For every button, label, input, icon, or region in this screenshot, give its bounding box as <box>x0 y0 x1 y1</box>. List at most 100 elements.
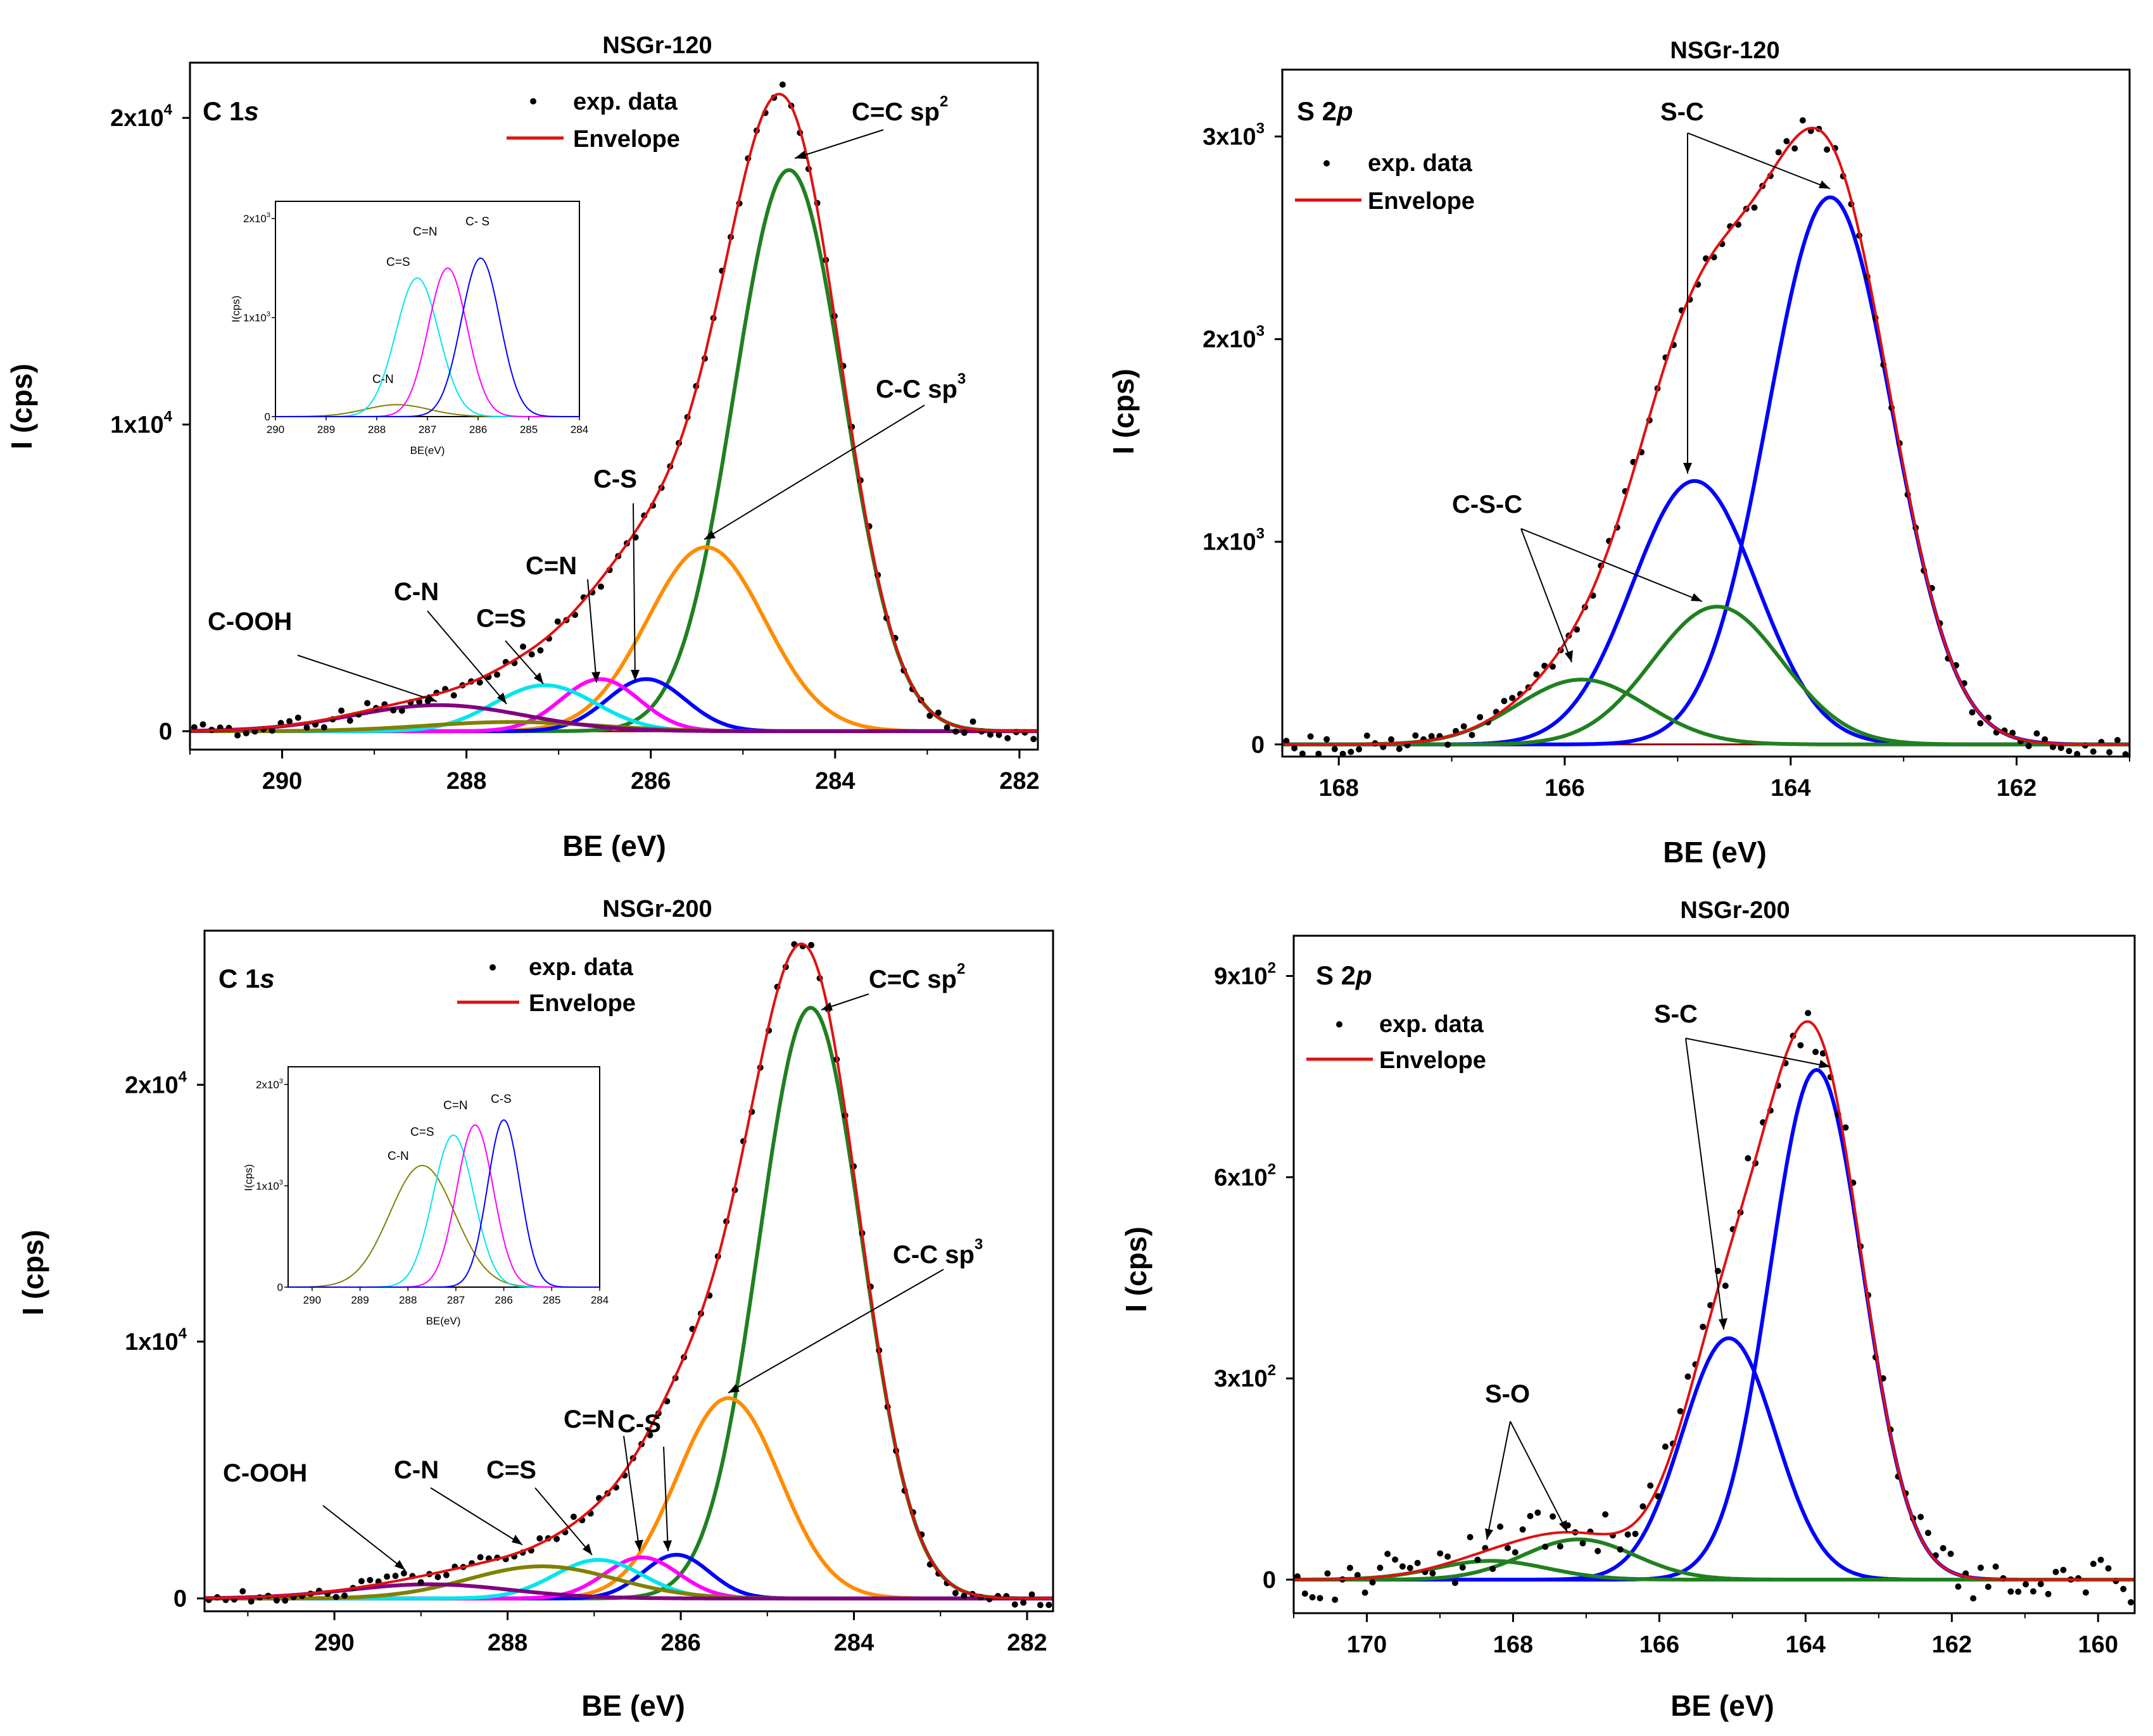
data-point <box>1460 723 1467 730</box>
data-point <box>2052 1568 2059 1575</box>
data-point <box>2007 1588 2014 1595</box>
data-point <box>528 651 535 658</box>
arrow-c-s-c-2 <box>1520 528 1703 602</box>
data-point <box>2106 749 2113 756</box>
data-point <box>2128 1599 2135 1606</box>
data-point <box>987 731 994 738</box>
data-point <box>1799 117 1806 124</box>
data-point <box>1632 1530 1639 1537</box>
x-tick-label: 164 <box>1771 775 1810 802</box>
y-tick-label: 0 <box>174 1586 187 1613</box>
data-point <box>358 1578 365 1585</box>
plot-frame <box>203 929 1054 1613</box>
data-point <box>191 724 198 731</box>
data-point <box>1331 746 1338 753</box>
inset-ticks: 290 289 288 287 286 285 284 0 1x103 2x103 <box>256 1078 609 1306</box>
x-tick-label: 166 <box>1639 1632 1679 1658</box>
y-tick-label: 1x104 <box>125 1325 187 1355</box>
label-c-s-c: C-S-C <box>1452 491 1522 519</box>
inset-label-c-s-double: C=S <box>410 1126 434 1139</box>
data-point <box>392 1573 399 1580</box>
label-c-c-sp2: C=C sp2 <box>852 93 948 126</box>
data-point <box>1602 1511 1609 1518</box>
data-point <box>2057 745 2064 752</box>
data-point <box>1348 748 1354 755</box>
data-point <box>390 707 397 714</box>
envelope <box>1294 1020 2135 1581</box>
data-point <box>434 1573 441 1580</box>
data-point <box>935 709 942 716</box>
data-point <box>1377 1564 1384 1571</box>
inset-x-tick-label: 287 <box>419 424 436 436</box>
data-point <box>1969 709 1976 716</box>
data-point <box>2090 748 2097 755</box>
data-point <box>1037 1602 1044 1609</box>
component-s-o-2 <box>1294 1537 2135 1582</box>
arrow-s-c-1 <box>1685 1038 1724 1330</box>
inset-x-tick-label: 288 <box>368 424 386 436</box>
data-point <box>2105 1565 2112 1572</box>
legend: exp. data Envelope <box>1306 1011 1486 1074</box>
label-c-s: C-S <box>617 1410 661 1438</box>
arrow-c-n <box>427 610 507 705</box>
data-point <box>1363 733 1370 739</box>
data-point <box>476 679 483 686</box>
inset-y-tick-label: 0 <box>265 411 270 423</box>
x-tick-label: 168 <box>1493 1632 1533 1658</box>
data-point <box>1396 745 1403 752</box>
inset-component-c-s-3 <box>288 1119 600 1288</box>
data-point <box>1955 1583 1962 1590</box>
data-point <box>553 1535 560 1542</box>
data-point <box>969 718 976 725</box>
envelope <box>204 942 1053 1600</box>
arrow-c-s <box>633 503 636 681</box>
data-point <box>1299 750 1306 757</box>
envelope-curve <box>189 92 1038 733</box>
inset-y-label: I(cps) <box>230 296 242 323</box>
data-point <box>961 1592 968 1599</box>
data-point <box>1662 1444 1669 1450</box>
data-point <box>1412 732 1419 739</box>
x-tick-label: 290 <box>314 1630 354 1656</box>
envelope <box>1282 127 2130 746</box>
data-point <box>1451 1580 1458 1587</box>
annotations: S-C C-S-C <box>1452 98 1831 663</box>
arrow-c-c-sp3 <box>704 405 925 540</box>
data-point <box>277 720 284 726</box>
fit-curves <box>1282 195 2130 746</box>
x-tick-label: 160 <box>2078 1632 2118 1658</box>
inset-y-tick-label: 2x103 <box>256 1078 283 1091</box>
data-point <box>1489 1566 1496 1572</box>
legend-label-exp: exp. data <box>1368 150 1473 177</box>
data-point <box>1527 1513 1534 1519</box>
legend-label-exp: exp. data <box>529 954 634 981</box>
data-point <box>1977 720 1984 727</box>
data-point <box>1361 1589 1368 1596</box>
x-tick-label: 170 <box>1347 1632 1387 1658</box>
data-point <box>779 81 786 88</box>
x-tick-label: 288 <box>488 1630 527 1656</box>
data-point <box>1369 1579 1376 1586</box>
y-tick-label: 0 <box>1263 1567 1276 1594</box>
data-point <box>1947 1550 1954 1557</box>
axis-ticks: 168 166 164 162 0 1x103 2x103 3x103 <box>1203 120 2130 802</box>
data-point <box>1824 146 1831 153</box>
inset-x-tick-label: 289 <box>351 1294 369 1306</box>
data-point <box>400 1570 407 1576</box>
data-point <box>1655 1493 1662 1500</box>
envelope <box>189 92 1038 733</box>
inset-y-label: I(cps) <box>243 1164 255 1192</box>
plot-frame <box>189 61 1039 751</box>
x-tick-label: 282 <box>1007 1630 1047 1656</box>
legend-marker-exp <box>530 98 536 104</box>
data-point <box>570 1513 577 1520</box>
panel-label: S 2p <box>1297 96 1353 126</box>
y-axis-label: I (cps) <box>1107 368 1140 454</box>
data-point <box>1045 1602 1052 1608</box>
x-tick-label: 162 <box>1932 1632 1972 1658</box>
data-point <box>1030 736 1037 743</box>
legend-marker-exp <box>1336 1021 1342 1028</box>
data-point <box>1992 1563 1999 1570</box>
label-s-c: S-C <box>1660 98 1704 126</box>
y-tick-label: 9x102 <box>1214 960 1276 990</box>
